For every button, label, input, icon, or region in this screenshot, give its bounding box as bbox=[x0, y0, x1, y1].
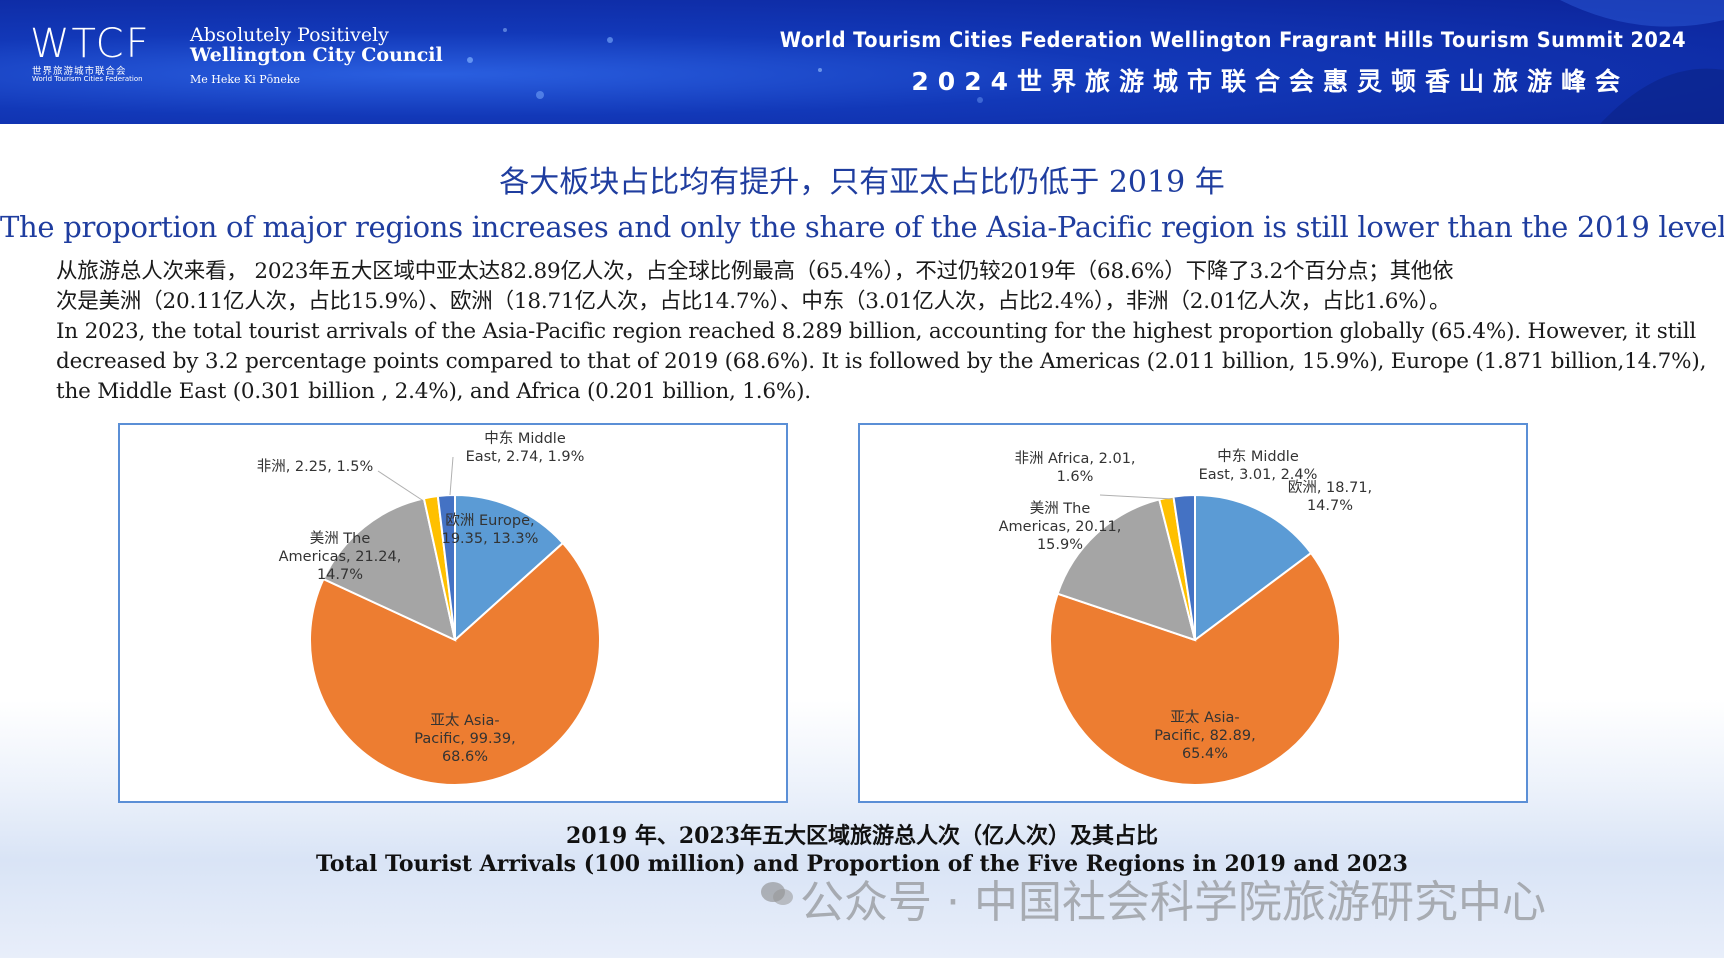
pie-slice bbox=[1172, 493, 1196, 641]
leader-line bbox=[1099, 494, 1174, 500]
data-label-line: 14.7% bbox=[317, 567, 363, 583]
data-label: 亚太 Asia- Pacific, 82.89, 65.4% bbox=[1154, 709, 1255, 762]
summit-title-cn: 2024世界旅游城市联合会惠灵顿香山旅游峰会 bbox=[911, 67, 1629, 96]
body-line: 从旅游总人次来看， 2023年五大区域中亚太达82.89亿人次，占全球比例最高（… bbox=[56, 259, 1454, 284]
banner-decoration bbox=[467, 0, 1724, 124]
data-label-line: 中东 Middle bbox=[1217, 448, 1299, 465]
pie-slice bbox=[436, 493, 456, 641]
data-label-line: 15.9% bbox=[1037, 537, 1083, 553]
data-label-line: Pacific, 99.39, bbox=[414, 731, 515, 747]
body-line: decreased by 3.2 percentage points compa… bbox=[56, 349, 1707, 374]
data-label: 欧洲, 18.71, 14.7% bbox=[1288, 479, 1372, 514]
body-line: In 2023, the total tourist arrivals of t… bbox=[56, 319, 1697, 344]
council-line3: Me Heke Ki Pōneke bbox=[190, 73, 301, 86]
body-paragraph: 从旅游总人次来看， 2023年五大区域中亚太达82.89亿人次，占全球比例最高（… bbox=[56, 257, 1707, 407]
data-label-line: 非洲, 2.25, 1.5% bbox=[257, 458, 374, 475]
chart-caption-cn: 2019 年、2023年五大区域旅游总人次（亿人次）及其占比 bbox=[565, 823, 1159, 849]
pie-slice bbox=[1056, 498, 1197, 642]
data-label-line: 美洲 The bbox=[310, 530, 371, 547]
data-label-line: 68.6% bbox=[442, 749, 488, 765]
data-label-line: 65.4% bbox=[1182, 746, 1228, 762]
wechat-icon bbox=[761, 882, 793, 905]
leader-line bbox=[449, 456, 454, 496]
data-label-line: 欧洲 Europe, bbox=[445, 512, 534, 529]
watermark-text: 公众号 · 中国社会科学院旅游研究中心 bbox=[800, 877, 1546, 928]
page-title-cn: 各大板块占比均有提升，只有亚太占比仍低于 2019 年 bbox=[499, 165, 1225, 200]
data-label-line: 欧洲, 18.71, bbox=[1288, 479, 1372, 496]
wtcf-logo-cn: 世界旅游城市联合会 bbox=[32, 66, 127, 77]
data-label-line: 亚太 Asia- bbox=[1170, 709, 1239, 726]
data-label-line: 14.7% bbox=[1307, 498, 1353, 514]
summit-title-en: World Tourism Cities Federation Wellingt… bbox=[779, 28, 1686, 52]
data-label-line: Pacific, 82.89, bbox=[1154, 728, 1255, 744]
pie-chart-2023-svg: 欧洲, 18.71, 14.7% 亚太 Asia- Pacific, 82.89, 65… bbox=[999, 448, 1372, 786]
data-label-line: 中东 Middle bbox=[484, 430, 566, 447]
leader-line bbox=[377, 470, 423, 501]
pie-slice bbox=[309, 541, 601, 786]
pie-slice bbox=[1049, 551, 1341, 786]
data-label: 亚太 Asia- Pacific, 99.39, 68.6% bbox=[414, 712, 515, 765]
data-label-line: East, 2.74, 1.9% bbox=[466, 449, 585, 465]
wtcf-logo: WTCF bbox=[30, 21, 151, 67]
pie-chart-2019: 欧洲 Europe, 19.35, 13.3% 亚太 Asia- Pacific, 9… bbox=[118, 423, 788, 803]
pie-slice bbox=[454, 493, 565, 643]
body-line: the Middle East (0.301 billion , 2.4%), … bbox=[56, 379, 811, 404]
data-label: 美洲 The Americas, 21.24, 14.7% bbox=[279, 530, 402, 583]
data-label-line: 亚太 Asia- bbox=[430, 712, 499, 729]
pie-slice bbox=[322, 497, 457, 642]
data-label-line: Americas, 21.24, bbox=[279, 549, 402, 565]
data-label-line: 非洲 Africa, 2.01, bbox=[1014, 450, 1135, 467]
pie-slice bbox=[1194, 493, 1313, 642]
data-label: 美洲 The Americas, 20.11, 15.9% bbox=[999, 500, 1122, 553]
pie-chart-2023: 欧洲, 18.71, 14.7% 亚太 Asia- Pacific, 82.89, 65… bbox=[858, 423, 1528, 803]
data-label-line: 19.35, 13.3% bbox=[442, 531, 539, 547]
data-label: 非洲 Africa, 2.01, 1.6% bbox=[1014, 450, 1135, 485]
pie-chart-2019-svg: 欧洲 Europe, 19.35, 13.3% 亚太 Asia- Pacific, 9… bbox=[257, 430, 601, 786]
data-label: 中东 Middle East, 2.74, 1.9% bbox=[466, 430, 585, 465]
data-label: 非洲, 2.25, 1.5% bbox=[257, 458, 374, 475]
header-banner: WTCF 世界旅游城市联合会 World Tourism Cities Fede… bbox=[0, 0, 1724, 124]
data-label-line: Americas, 20.11, bbox=[999, 519, 1122, 535]
data-label: 欧洲 Europe, 19.35, 13.3% bbox=[442, 512, 539, 547]
council-line1: Absolutely Positively bbox=[190, 24, 389, 46]
page-title-en: The proportion of major regions increase… bbox=[0, 210, 1724, 244]
data-label-line: 1.6% bbox=[1057, 469, 1094, 485]
data-label-line: East, 3.01, 2.4% bbox=[1199, 467, 1318, 483]
data-label: 中东 Middle East, 3.01, 2.4% bbox=[1199, 448, 1318, 483]
body-line: 次是美洲（20.11亿人次，占比15.9%）、欧洲（18.71亿人次，占比14.… bbox=[56, 289, 1451, 314]
council-line2: Wellington City Council bbox=[190, 44, 443, 66]
data-label-line: 美洲 The bbox=[1030, 500, 1091, 517]
chart-caption-en: Total Tourist Arrivals (100 million) and… bbox=[316, 851, 1408, 877]
wtcf-logo-en: World Tourism Cities Federation bbox=[32, 75, 143, 83]
